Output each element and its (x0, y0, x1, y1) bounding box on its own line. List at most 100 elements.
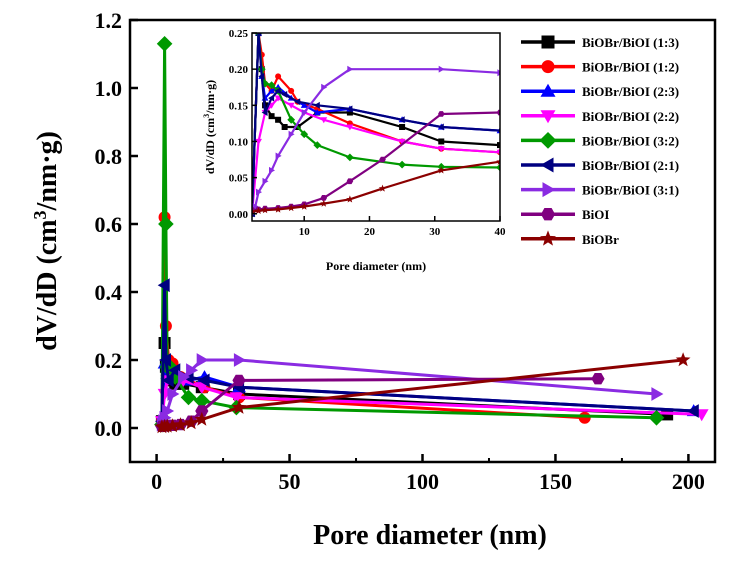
inset-data-point (268, 94, 275, 102)
main-data-point (232, 374, 246, 387)
inset-y-axis-title-main: dV/dD (cm (203, 118, 217, 174)
inset-data-point (398, 138, 406, 145)
inset-data-point (437, 146, 445, 153)
inset-data-point (346, 153, 354, 162)
y-axis-title-tail: /nm·g) (32, 131, 63, 211)
inset-y-axis-title: dV/dD (cm3/nm·g) (202, 80, 217, 174)
main-data-point (233, 353, 246, 367)
legend-marker (541, 35, 555, 49)
inset-data-point (346, 124, 354, 131)
y-axis-title: dV/dD (cm3/nm·g) (30, 131, 63, 351)
main-y-tick-label: 1.2 (95, 8, 123, 33)
main-data-point (229, 392, 244, 405)
inset-data-point (269, 166, 275, 174)
inset-data-point (281, 124, 288, 130)
main-data-point (173, 417, 188, 432)
inset-data-point (496, 128, 500, 133)
inset-data-point (275, 73, 282, 80)
inset-data-point (261, 206, 269, 214)
inset-axes-layer: 10 20 30 40 0.00 0.05 0.10 0.15 0.20 0.25 (229, 28, 506, 238)
inset-data-point (438, 111, 445, 117)
inset-data-point (268, 113, 275, 120)
main-x-tick-label: 150 (539, 469, 572, 494)
inset-y-tick-label: 0.10 (229, 136, 249, 148)
main-data-point (157, 278, 170, 293)
inset-series-7 (252, 65, 500, 216)
inset-data-point (399, 124, 406, 130)
main-y-tick-label: 0.4 (95, 280, 123, 305)
main-data-point (156, 36, 173, 52)
legend-marker (542, 182, 556, 198)
main-series-9 (154, 352, 691, 434)
legend-item: BiOBr/BiOI (1:3) (521, 35, 679, 50)
legend-label: BiOBr/BiOI (2:1) (582, 158, 679, 173)
inset-data-point (267, 81, 276, 89)
main-data-point (197, 373, 210, 388)
inset-data-point (287, 204, 295, 212)
inset-data-point (320, 199, 328, 207)
main-data-point (651, 387, 664, 401)
main-data-point (194, 393, 210, 409)
legend-label: BiOBr (582, 232, 619, 247)
inset-data-point (437, 166, 445, 174)
legend-marker (540, 230, 556, 246)
inset-data-point (274, 87, 281, 95)
y-axis-title-sup: 3 (30, 210, 50, 219)
main-data-point (178, 370, 191, 384)
legend-item: BiOBr/BiOI (2:1) (521, 157, 679, 173)
main-data-point (186, 363, 199, 378)
legend-marker (541, 60, 555, 74)
main-data-point (180, 389, 197, 406)
legend-item: BiOBr/BiOI (1:2) (521, 60, 679, 75)
inset-data-point (262, 177, 269, 185)
inset-data-point (320, 117, 328, 124)
inset-data-point (275, 116, 282, 123)
main-y-tick-label: 0.0 (95, 416, 123, 441)
inset-data-point (346, 195, 354, 203)
inset-data-point (261, 109, 268, 116)
legend-item: BiOBr/BiOI (2:3) (521, 83, 679, 99)
inset-data-point (346, 109, 353, 116)
legend-item: BiOBr/BiOI (2:2) (521, 109, 679, 124)
main-y-tick-label: 0.8 (95, 144, 123, 169)
inset-data-point (301, 109, 308, 116)
inset-data-point (347, 65, 354, 73)
inset-data-point (288, 87, 295, 94)
inset-data-point (254, 207, 263, 214)
inset-data-point (294, 98, 301, 106)
inset-data-point (497, 142, 500, 149)
inset-data-point (496, 109, 500, 116)
legend-label: BiOBr/BiOI (3:2) (582, 133, 679, 148)
inset-data-point (496, 157, 500, 165)
main-data-point (161, 373, 174, 388)
main-x-tick-label: 100 (406, 469, 439, 494)
inset-series-group (252, 33, 500, 218)
main-data-point (183, 415, 199, 430)
inset-data-point (300, 130, 309, 139)
main-data-point (686, 404, 699, 418)
inset-data-point (346, 178, 354, 185)
main-data-point (162, 404, 175, 418)
inset-x-tick-label: 30 (429, 226, 441, 238)
main-data-point (165, 418, 180, 433)
inset-data-point (313, 101, 320, 109)
inset-data-point (258, 72, 265, 80)
x-axis-title: Pore diameter (nm) (313, 520, 547, 551)
main-data-point (167, 369, 183, 385)
legend-label: BiOBr/BiOI (3:1) (582, 183, 679, 198)
legend-marker (540, 157, 554, 173)
inset-x-tick-label: 10 (299, 226, 311, 238)
inset-data-point (255, 33, 262, 37)
inset-data-point (300, 202, 308, 210)
inset-data-point (313, 109, 321, 116)
main-x-tick-label: 200 (672, 469, 705, 494)
inset-data-point (256, 188, 262, 196)
legend-label: BiOBr/BiOI (2:3) (582, 84, 679, 99)
inset-data-point (321, 83, 328, 91)
inset-data-point (313, 141, 322, 149)
main-data-point (195, 405, 209, 417)
main-data-point (194, 382, 209, 395)
inset-data-point (398, 160, 406, 169)
inset-x-axis-title: Pore diameter (nm) (326, 259, 426, 273)
